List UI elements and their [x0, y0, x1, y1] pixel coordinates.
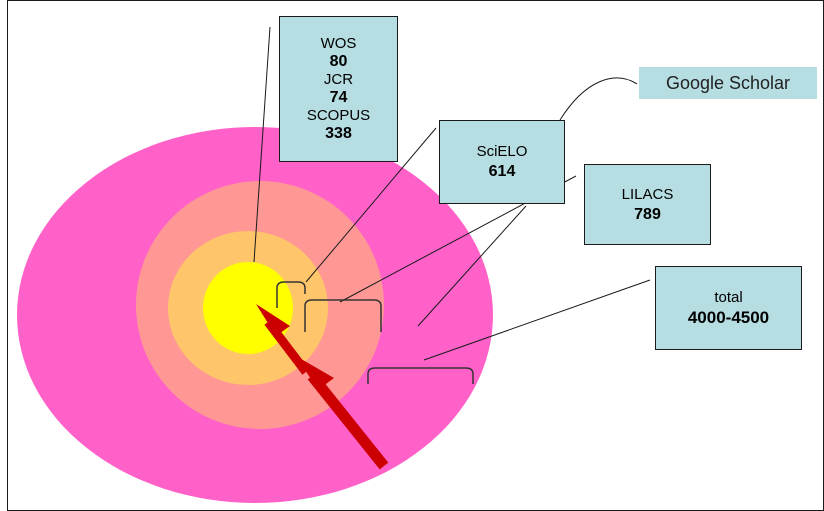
jcr-value: 74 [329, 89, 348, 106]
total-box: total 4000-4500 [655, 266, 802, 350]
scielo-box: SciELO 614 [439, 120, 565, 204]
wos-label: WOS [320, 35, 357, 52]
leader-line-scielo [417, 205, 527, 327]
leader-line-total [423, 279, 651, 361]
arrow-shaft-lower [307, 372, 389, 470]
total-label: total [714, 289, 743, 306]
lilacs-label: LILACS [621, 185, 674, 203]
bracket-large [367, 367, 474, 384]
scopus-value: 338 [325, 125, 352, 142]
total-value: 4000-4500 [687, 308, 770, 327]
bracket-small [276, 281, 306, 308]
scielo-label: SciELO [476, 143, 528, 160]
jcr-label: JCR [323, 71, 354, 88]
leader-line-jcr [305, 127, 437, 283]
wos-value: 80 [329, 53, 348, 70]
leader-line-google [559, 77, 638, 121]
leader-line-wos [253, 26, 271, 263]
brackets [276, 281, 474, 384]
red-arrows [256, 304, 389, 470]
bracket-medium [304, 299, 382, 332]
arrow-head-upper [256, 304, 290, 336]
scopus-label: SCOPUS [306, 107, 371, 124]
wos-jcr-scopus-box: WOS 80 JCR 74 SCOPUS 338 [279, 16, 398, 162]
lilacs-box: LILACS 789 [584, 164, 711, 245]
scielo-value: 614 [488, 163, 516, 180]
google-scholar-label: Google Scholar [665, 73, 791, 93]
google-scholar-box: Google Scholar [639, 67, 817, 99]
lilacs-value: 789 [634, 205, 661, 223]
